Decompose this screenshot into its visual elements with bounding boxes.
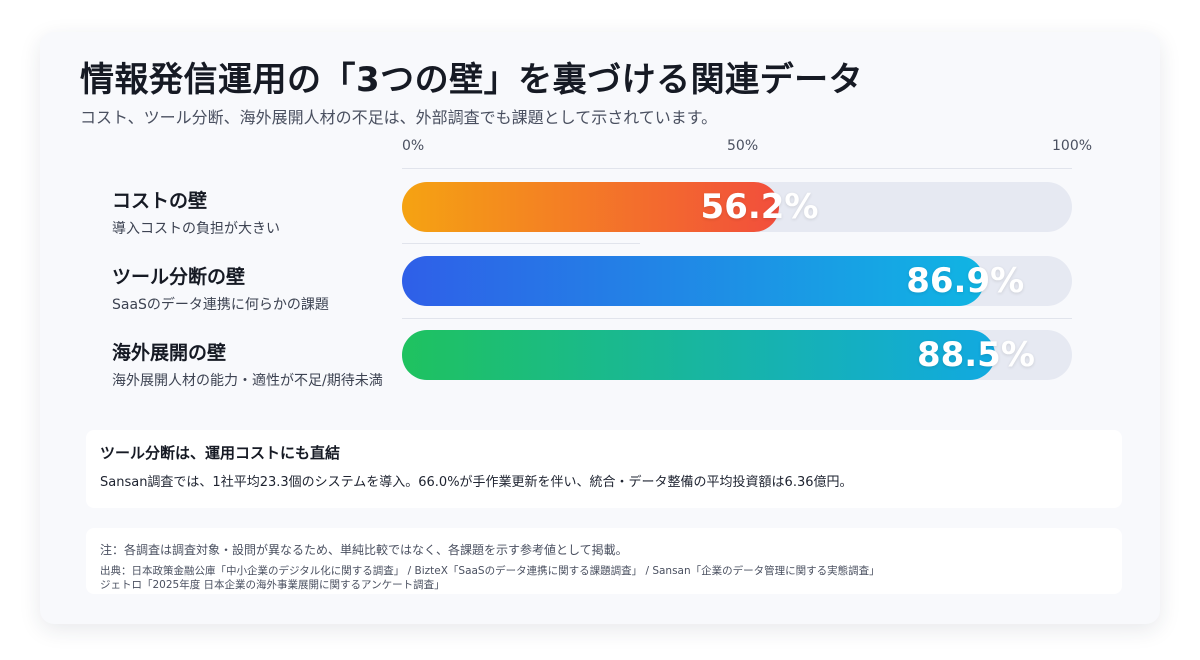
source-line: ジェトロ「2025年度 日本企業の海外事業展開に関するアンケート調査」 bbox=[100, 579, 445, 591]
value-label-tool-fragmentation: 86.9% bbox=[906, 261, 1025, 301]
category-description: 導入コストの負担が大きい bbox=[112, 221, 280, 237]
tick-50: 50% bbox=[727, 138, 759, 154]
sources-box: 注：各調査は調査対象・設問が異なるため、単純比較ではなく、各課題を示す参考値とし… bbox=[86, 528, 1122, 594]
page-title: 情報発信運用の「3つの壁」を裏づける関連データ bbox=[80, 60, 864, 100]
category-label: 海外展開の壁 bbox=[112, 342, 227, 364]
axis-line-top bbox=[402, 168, 1072, 169]
row-divider bbox=[402, 243, 640, 244]
category-label: コストの壁 bbox=[112, 190, 208, 212]
tick-0: 0% bbox=[402, 138, 425, 154]
category-label: ツール分断の壁 bbox=[112, 266, 246, 288]
page-subtitle: コスト、ツール分断、海外展開人材の不足は、外部調査でも課題として示されています。 bbox=[80, 108, 718, 127]
chart-card bbox=[40, 32, 1160, 624]
category-description: 海外展開人材の能力・適性が不足/期待未満 bbox=[112, 373, 383, 389]
row-divider bbox=[402, 318, 1072, 319]
bar-overseas-expansion bbox=[402, 330, 995, 380]
insight-title: ツール分断は、運用コストにも直結 bbox=[100, 444, 341, 462]
bar-cost bbox=[402, 182, 779, 232]
category-description: SaaSのデータ連携に何らかの課題 bbox=[112, 297, 329, 313]
source-line: 出典：日本政策金融公庫「中小企業のデジタル化に関する調査」 / BizteX「S… bbox=[100, 565, 880, 577]
bar-tool-fragmentation bbox=[402, 256, 985, 306]
insight-box: ツール分断は、運用コストにも直結 Sansan調査では、1社平均23.3個のシス… bbox=[86, 430, 1122, 508]
insight-body: Sansan調査では、1社平均23.3個のシステムを導入。66.0%が手作業更新… bbox=[100, 475, 853, 490]
value-label-overseas-expansion: 88.5% bbox=[916, 335, 1035, 375]
value-label-cost: 56.2% bbox=[700, 187, 819, 227]
source-note: 注：各調査は調査対象・設問が異なるため、単純比較ではなく、各課題を示す参考値とし… bbox=[100, 543, 628, 557]
tick-100: 100% bbox=[1052, 138, 1093, 154]
